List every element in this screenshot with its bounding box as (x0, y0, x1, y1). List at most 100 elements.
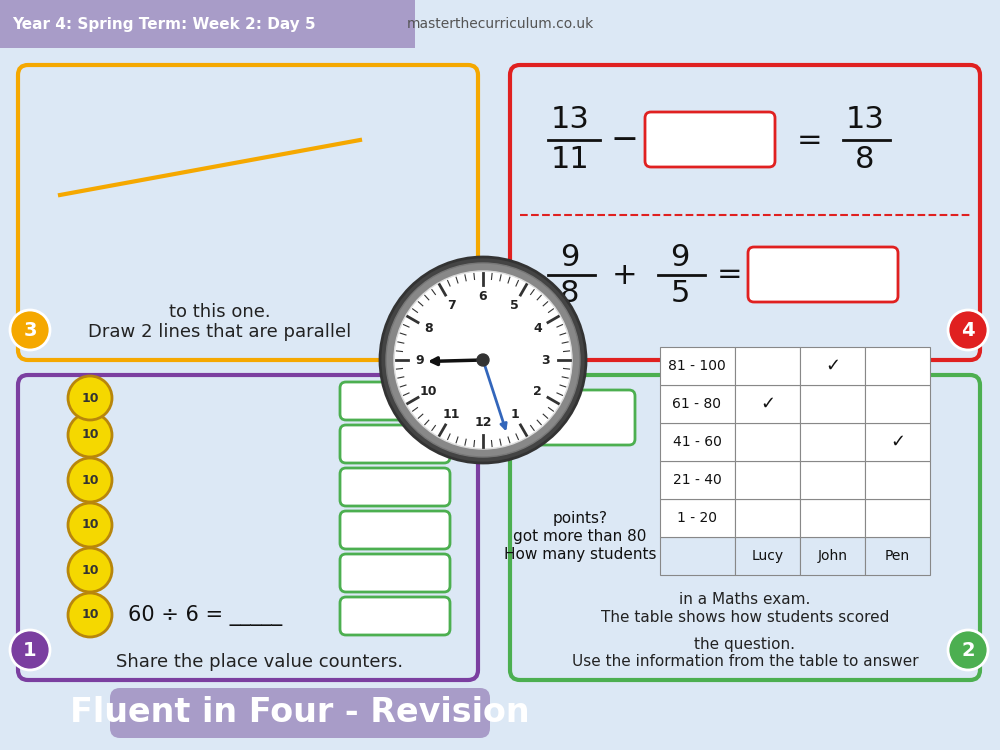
Circle shape (394, 271, 572, 449)
Text: 41 - 60: 41 - 60 (673, 435, 721, 449)
FancyBboxPatch shape (340, 597, 450, 635)
FancyBboxPatch shape (340, 511, 450, 549)
Text: How many students: How many students (504, 548, 656, 562)
Bar (800, 385, 865, 423)
Text: 10: 10 (81, 392, 99, 404)
Text: The table shows how students scored: The table shows how students scored (601, 610, 889, 626)
Text: Year 4: Spring Term: Week 2: Day 5: Year 4: Spring Term: Week 2: Day 5 (12, 16, 316, 32)
Circle shape (948, 630, 988, 670)
Bar (735, 347, 800, 385)
Text: 10: 10 (420, 385, 437, 398)
Text: 10: 10 (81, 563, 99, 577)
Bar (735, 537, 800, 575)
FancyBboxPatch shape (340, 425, 450, 463)
FancyBboxPatch shape (340, 554, 450, 592)
Circle shape (10, 310, 50, 350)
Text: Fluent in Four - Revision: Fluent in Four - Revision (70, 697, 530, 730)
FancyBboxPatch shape (340, 468, 450, 506)
Bar (865, 385, 930, 423)
Text: got more than 80: got more than 80 (513, 530, 647, 544)
Circle shape (10, 630, 50, 670)
Circle shape (68, 503, 112, 547)
Circle shape (68, 376, 112, 420)
Text: 9: 9 (670, 242, 690, 272)
FancyBboxPatch shape (645, 112, 775, 167)
Text: in a Maths exam.: in a Maths exam. (679, 592, 811, 608)
Text: Draw 2 lines that are parallel: Draw 2 lines that are parallel (88, 323, 352, 341)
Text: 5: 5 (670, 278, 690, 308)
Text: points?: points? (552, 512, 608, 526)
Bar (735, 499, 800, 537)
Text: 10: 10 (81, 518, 99, 532)
Bar (660, 423, 735, 461)
Bar (865, 423, 930, 461)
Text: 8: 8 (424, 322, 433, 335)
Text: =: = (717, 260, 743, 290)
Text: 5: 5 (510, 299, 519, 312)
FancyBboxPatch shape (110, 688, 490, 738)
Text: 10: 10 (81, 473, 99, 487)
Bar (660, 499, 735, 537)
Circle shape (948, 310, 988, 350)
Text: 4: 4 (533, 322, 542, 335)
Text: Share the place value counters.: Share the place value counters. (116, 653, 404, 671)
Text: 10: 10 (81, 428, 99, 442)
Bar (660, 347, 735, 385)
Text: 4: 4 (961, 320, 975, 340)
FancyBboxPatch shape (340, 382, 450, 420)
Text: masterthecurriculum.co.uk: masterthecurriculum.co.uk (406, 17, 594, 31)
Circle shape (380, 257, 586, 463)
Text: 1: 1 (23, 640, 37, 659)
Bar (865, 347, 930, 385)
Text: 10: 10 (81, 608, 99, 622)
Text: 6: 6 (479, 290, 487, 304)
Circle shape (386, 263, 580, 457)
Text: Pen: Pen (885, 549, 910, 563)
Bar (660, 461, 735, 499)
FancyBboxPatch shape (18, 375, 478, 680)
Bar (800, 461, 865, 499)
Text: Lucy: Lucy (751, 549, 784, 563)
Bar (735, 423, 800, 461)
Bar (865, 499, 930, 537)
Bar (800, 423, 865, 461)
Text: 13: 13 (551, 106, 589, 134)
Text: Use the information from the table to answer: Use the information from the table to an… (572, 655, 918, 670)
Text: 21 - 40: 21 - 40 (673, 473, 721, 487)
Text: =: = (797, 125, 823, 154)
Circle shape (68, 413, 112, 457)
Bar (735, 461, 800, 499)
Text: 8: 8 (855, 146, 875, 175)
Text: 61 - 80: 61 - 80 (672, 397, 722, 411)
Text: 3: 3 (23, 320, 37, 340)
Bar (800, 347, 865, 385)
Text: the question.: the question. (694, 637, 796, 652)
Text: 3: 3 (542, 353, 550, 367)
FancyBboxPatch shape (18, 65, 478, 360)
Text: 1: 1 (510, 408, 519, 421)
Text: −: − (611, 124, 639, 157)
Text: ✓: ✓ (825, 357, 840, 375)
Text: 11: 11 (443, 408, 460, 421)
Text: 9: 9 (560, 242, 580, 272)
Text: to this one.: to this one. (169, 303, 271, 321)
Text: 8: 8 (560, 278, 580, 308)
Bar (800, 499, 865, 537)
Text: +: + (612, 260, 638, 290)
Bar (660, 537, 735, 575)
FancyBboxPatch shape (525, 390, 635, 445)
Text: 12: 12 (474, 416, 492, 430)
Text: 7: 7 (447, 299, 456, 312)
Bar (660, 385, 735, 423)
Circle shape (477, 354, 489, 366)
Bar (865, 537, 930, 575)
Text: 11: 11 (551, 146, 589, 175)
Text: John: John (818, 549, 848, 563)
Circle shape (68, 548, 112, 592)
Text: 1 - 20: 1 - 20 (677, 511, 717, 525)
Bar (800, 537, 865, 575)
Text: ✓: ✓ (760, 395, 775, 413)
Text: 60 ÷ 6 = _____: 60 ÷ 6 = _____ (128, 604, 282, 625)
Text: 13: 13 (846, 106, 884, 134)
FancyBboxPatch shape (510, 375, 980, 680)
